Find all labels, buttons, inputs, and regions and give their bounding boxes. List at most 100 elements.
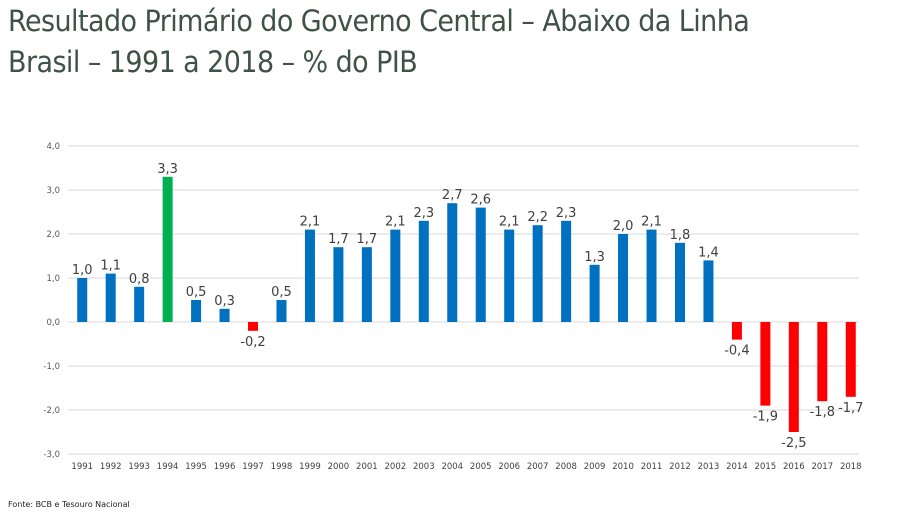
data-label-1999: 2,1	[300, 215, 321, 230]
data-label-1995: 0,5	[186, 285, 207, 300]
bar-1991	[77, 278, 88, 322]
x-tick-label: 2008	[555, 462, 577, 472]
x-tick-label: 2012	[669, 462, 691, 472]
x-tick-label: 1992	[100, 462, 122, 472]
data-label-2017: -1,8	[810, 405, 835, 420]
y-tick-label: 0,0	[46, 318, 60, 328]
x-tick-label: 1991	[71, 462, 93, 472]
x-tick-label: 2007	[527, 462, 549, 472]
x-tick-label: 2003	[413, 462, 435, 472]
data-label-2011: 2,1	[641, 215, 662, 230]
bar-2010	[618, 234, 629, 322]
x-tick-label: 2009	[584, 462, 606, 472]
data-label-2007: 2,2	[527, 210, 548, 225]
x-tick-label: 1996	[214, 462, 236, 472]
bar-2008	[561, 220, 572, 322]
x-tick-label: 2004	[441, 462, 463, 472]
x-tick-label: 2014	[726, 462, 748, 472]
x-tick-label: 2005	[470, 462, 492, 472]
bar-1999	[304, 229, 315, 322]
data-label-2002: 2,1	[385, 215, 406, 230]
data-label-2010: 2,0	[613, 219, 634, 234]
bar-2004	[447, 203, 458, 322]
bar-1992	[105, 273, 116, 322]
bar-2014	[731, 322, 742, 340]
data-label-2006: 2,1	[499, 215, 520, 230]
x-tick-label: 2006	[498, 462, 520, 472]
bar-2003	[418, 220, 429, 322]
bar-2000	[333, 247, 344, 322]
data-label-2003: 2,3	[413, 206, 434, 221]
bar-2002	[390, 229, 401, 322]
x-tick-label: 2010	[612, 462, 634, 472]
data-label-2004: 2,7	[442, 188, 463, 203]
bar-2001	[361, 247, 372, 322]
data-label-2016: -2,5	[781, 436, 806, 451]
bar-1993	[134, 286, 145, 322]
x-tick-label: 1994	[157, 462, 179, 472]
y-tick-label: 1,0	[46, 274, 60, 284]
data-label-2018: -1,7	[838, 401, 863, 416]
x-tick-label: 2016	[783, 462, 805, 472]
x-tick-label: 2002	[385, 462, 407, 472]
data-label-1994: 3,3	[157, 162, 178, 177]
chart-title-line-1: Resultado Primário do Governo Central – …	[8, 4, 750, 38]
y-tick-label: -2,0	[43, 406, 60, 416]
bars	[77, 176, 856, 432]
y-tick-label: 2,0	[46, 230, 60, 240]
gridlines	[68, 145, 859, 455]
bar-2011	[646, 229, 657, 322]
x-tick-label: 2018	[840, 462, 862, 472]
bar-2005	[475, 207, 486, 322]
bar-2016	[788, 322, 799, 432]
data-label-1993: 0,8	[129, 272, 150, 287]
data-labels: 1,0 1,1 0,8 3,3 0,5 0,3 -0,2 0,5 2,1 1,7 1,7 2,1 2,3…	[72, 162, 864, 451]
x-tick-label: 2017	[811, 462, 833, 472]
bar-2012	[674, 242, 685, 322]
data-label-2005: 2,6	[470, 193, 491, 208]
x-tick-label: 2013	[698, 462, 720, 472]
bar-1995	[191, 300, 202, 322]
bar-1997	[248, 322, 259, 331]
y-tick-label: 3,0	[46, 186, 60, 196]
y-tick-label: 4,0	[46, 142, 60, 152]
x-tick-label: 1999	[299, 462, 321, 472]
x-tick-label: 2001	[356, 462, 378, 472]
data-label-1996: 0,3	[214, 294, 235, 309]
bar-2017	[817, 322, 828, 402]
data-label-1998: 0,5	[271, 285, 292, 300]
x-tick-label: 2000	[328, 462, 350, 472]
data-label-2009: 1,3	[584, 250, 605, 265]
data-label-1991: 1,0	[72, 263, 93, 278]
y-tick-label: -1,0	[43, 362, 60, 372]
bar-2007	[532, 225, 543, 322]
bar-2006	[504, 229, 515, 322]
bar-1996	[219, 308, 230, 322]
x-tick-label: 1995	[185, 462, 207, 472]
data-label-1997: -0,2	[240, 335, 265, 350]
x-tick-label: 2015	[755, 462, 777, 472]
data-label-1992: 1,1	[100, 259, 121, 274]
x-tick-label: 1993	[128, 462, 150, 472]
x-tick-label: 1998	[271, 462, 293, 472]
x-tick-label: 2011	[641, 462, 663, 472]
bar-1994	[162, 176, 173, 322]
data-label-2015: -1,9	[753, 410, 778, 425]
data-label-2008: 2,3	[556, 206, 577, 221]
bar-2009	[589, 264, 600, 322]
y-axis-ticks: 4,0 3,0 2,0 1,0 0,0 -1,0 -2,0 -3,0	[43, 142, 60, 460]
bar-2013	[703, 260, 714, 322]
data-label-2012: 1,8	[670, 228, 691, 243]
data-label-2000: 1,7	[328, 232, 349, 247]
source-note: Fonte: BCB e Tesouro Nacional	[8, 500, 130, 509]
bar-1998	[276, 300, 287, 322]
data-label-2014: -0,4	[724, 344, 749, 359]
bar-2018	[845, 322, 856, 397]
bar-2015	[760, 322, 771, 406]
x-tick-label: 1997	[242, 462, 264, 472]
chart-title-line-2: Brasil – 1991 a 2018 – % do PIB	[8, 45, 418, 79]
y-tick-label: -3,0	[43, 450, 60, 460]
x-axis-ticks: 1991 1992 1993 1994 1995 1996 1997 1998 1999 2000…	[71, 462, 861, 472]
data-label-2013: 1,4	[698, 245, 719, 260]
